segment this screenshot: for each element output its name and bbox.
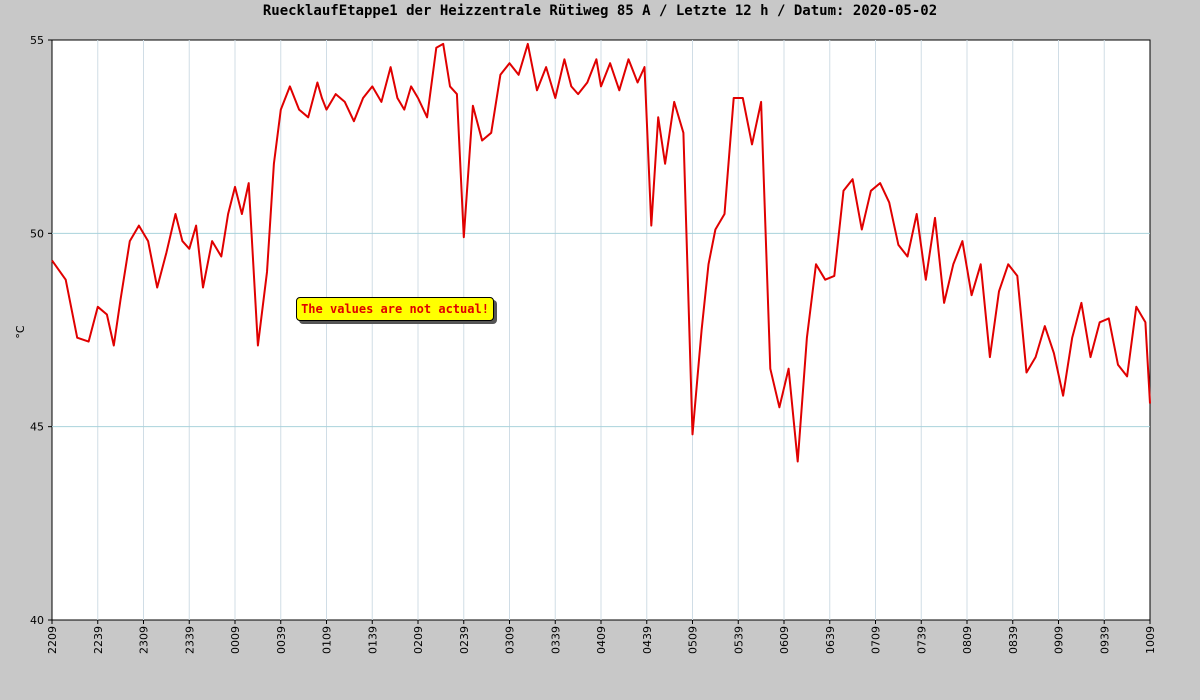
- notice-badge: The values are not actual!: [296, 297, 494, 321]
- x-tick-label: 0139: [366, 626, 379, 654]
- y-axis-ticks: 40 45 50 55: [30, 34, 52, 627]
- x-tick-label: 0439: [641, 626, 654, 654]
- x-tick-label: 0539: [732, 626, 745, 654]
- x-tick-label: 0739: [915, 626, 928, 654]
- x-tick-label: 1009: [1144, 626, 1157, 654]
- x-tick-label: 0309: [504, 626, 517, 654]
- x-tick-label: 2339: [183, 626, 196, 654]
- y-axis-label: °C: [14, 325, 27, 339]
- x-tick-label: 2239: [92, 626, 105, 654]
- x-tick-label: 0609: [778, 626, 791, 654]
- y-tick-label: 45: [30, 421, 44, 434]
- x-tick-label: 0709: [870, 626, 883, 654]
- x-tick-label: 0039: [275, 626, 288, 654]
- series-line: [51, 42, 1151, 463]
- series-layer: [51, 42, 1151, 463]
- x-tick-label: 2209: [46, 626, 59, 654]
- y-tick-label: 40: [30, 614, 44, 627]
- x-tick-label: 0339: [549, 626, 562, 654]
- grid-lines: [52, 40, 1150, 620]
- x-tick-label: 2309: [138, 626, 151, 654]
- y-tick-label: 50: [30, 227, 44, 240]
- x-tick-label: 0409: [595, 626, 608, 654]
- x-axis-ticks: 2209 2239 2309 2339 0009 0039 0109 0139 0209 0239…: [46, 620, 1157, 654]
- x-tick-label: 0839: [1007, 626, 1020, 654]
- x-tick-label: 0109: [321, 626, 334, 654]
- x-tick-label: 0009: [229, 626, 242, 654]
- x-tick-label: 0909: [1053, 626, 1066, 654]
- x-tick-label: 0239: [458, 626, 471, 654]
- x-tick-label: 0639: [824, 626, 837, 654]
- x-tick-label: 0939: [1098, 626, 1111, 654]
- y-tick-label: 55: [30, 34, 44, 47]
- x-tick-label: 0809: [961, 626, 974, 654]
- x-tick-label: 0509: [687, 626, 700, 654]
- chart-title: RuecklaufEtappe1 der Heizzentrale Rütiwe…: [262, 3, 938, 19]
- x-tick-label: 0209: [412, 626, 425, 654]
